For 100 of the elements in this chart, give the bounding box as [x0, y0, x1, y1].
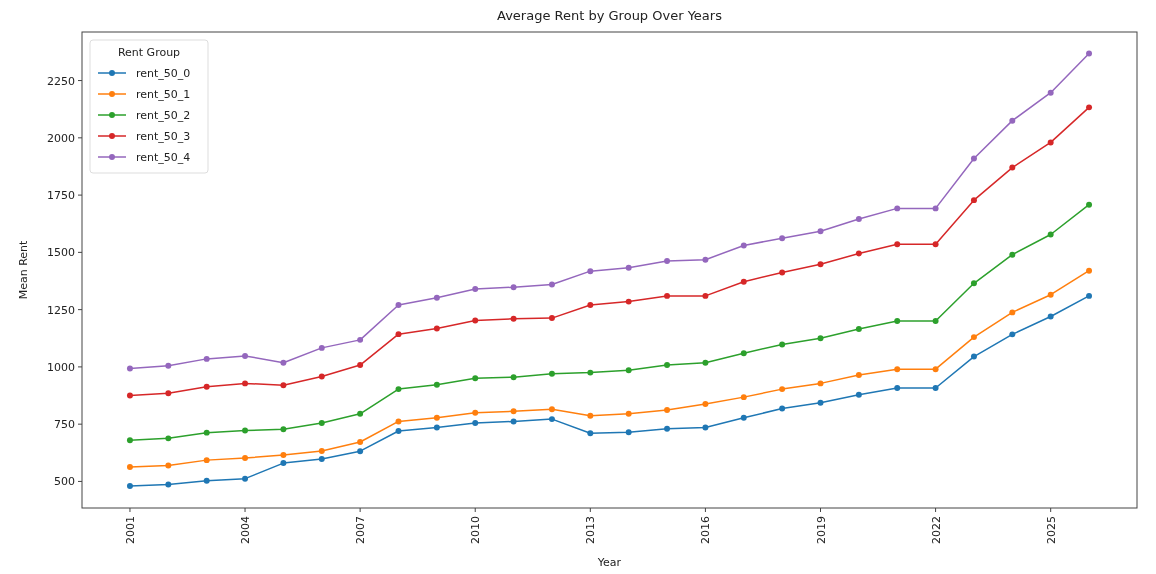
point [894, 241, 901, 248]
point [932, 241, 939, 248]
point [625, 298, 632, 305]
point [970, 155, 977, 162]
point [280, 460, 287, 467]
point [779, 386, 786, 393]
point [932, 205, 939, 212]
point [587, 268, 594, 275]
legend-label: rent_50_1 [136, 88, 191, 101]
point [702, 256, 709, 263]
point [165, 462, 172, 469]
point [664, 292, 671, 299]
y-tick-label: 750 [54, 418, 75, 432]
point [1047, 89, 1054, 96]
point [472, 420, 479, 426]
x-tick-label: 2010 [469, 516, 483, 544]
point [587, 412, 594, 419]
point [126, 365, 133, 372]
point [779, 269, 786, 276]
point [1086, 292, 1093, 299]
y-tick-label: 1750 [47, 189, 75, 203]
point [510, 408, 517, 415]
legend-label: rent_50_4 [136, 151, 191, 164]
point [664, 425, 671, 432]
point [280, 452, 287, 459]
point [664, 406, 671, 413]
point [702, 401, 709, 407]
point [855, 250, 862, 257]
point [318, 447, 325, 454]
point [587, 430, 594, 437]
point [203, 355, 210, 362]
point [395, 386, 402, 393]
point [548, 315, 555, 322]
point [932, 366, 939, 373]
point [126, 483, 133, 489]
point [625, 367, 632, 374]
point [855, 391, 862, 398]
point [740, 278, 747, 285]
point [357, 439, 364, 446]
point [664, 362, 671, 369]
legend-label: rent_50_0 [136, 67, 191, 80]
point [779, 235, 786, 242]
point [242, 475, 249, 482]
point [318, 344, 325, 351]
y-tick-label: 2000 [47, 131, 75, 145]
point [280, 359, 287, 366]
point [165, 435, 172, 442]
point [855, 215, 862, 222]
point [894, 384, 901, 391]
point [970, 334, 977, 341]
point [779, 341, 786, 348]
point [625, 264, 632, 271]
point [433, 294, 440, 301]
point [126, 464, 133, 470]
point [970, 197, 977, 204]
point [472, 317, 479, 324]
point [510, 374, 517, 381]
point [510, 315, 517, 322]
point [1009, 251, 1016, 258]
point [855, 326, 862, 333]
x-tick-label: 2022 [929, 516, 943, 544]
point [472, 286, 479, 292]
point [1047, 313, 1054, 320]
y-axis-title: Mean Rent [17, 239, 30, 300]
point [817, 335, 824, 342]
point [894, 366, 901, 373]
legend-label: rent_50_2 [136, 109, 191, 122]
point [433, 381, 440, 388]
point [242, 427, 249, 434]
x-tick-label: 2004 [239, 516, 253, 544]
y-tick-label: 1500 [47, 246, 75, 260]
x-tick-label: 2007 [354, 516, 368, 544]
point [165, 362, 172, 369]
point [587, 369, 594, 376]
point [740, 414, 747, 421]
point [203, 457, 210, 464]
point [472, 375, 479, 382]
point [433, 424, 440, 431]
y-tick-label: 500 [54, 475, 75, 489]
point [779, 405, 786, 412]
point [1009, 309, 1016, 316]
y-tick-label: 1250 [47, 303, 75, 317]
point [702, 292, 709, 299]
point [625, 410, 632, 417]
point [625, 429, 632, 436]
legend-title: Rent Group [117, 46, 181, 59]
point [165, 481, 172, 488]
point [932, 384, 939, 391]
point [242, 352, 249, 359]
point [1009, 331, 1016, 338]
point [855, 371, 862, 378]
point [433, 414, 440, 421]
point [587, 302, 594, 309]
point [740, 350, 747, 357]
point [1086, 267, 1093, 274]
point [970, 353, 977, 360]
x-tick-label: 2001 [123, 516, 137, 544]
point [548, 406, 555, 413]
point [702, 424, 709, 431]
point [817, 399, 824, 406]
